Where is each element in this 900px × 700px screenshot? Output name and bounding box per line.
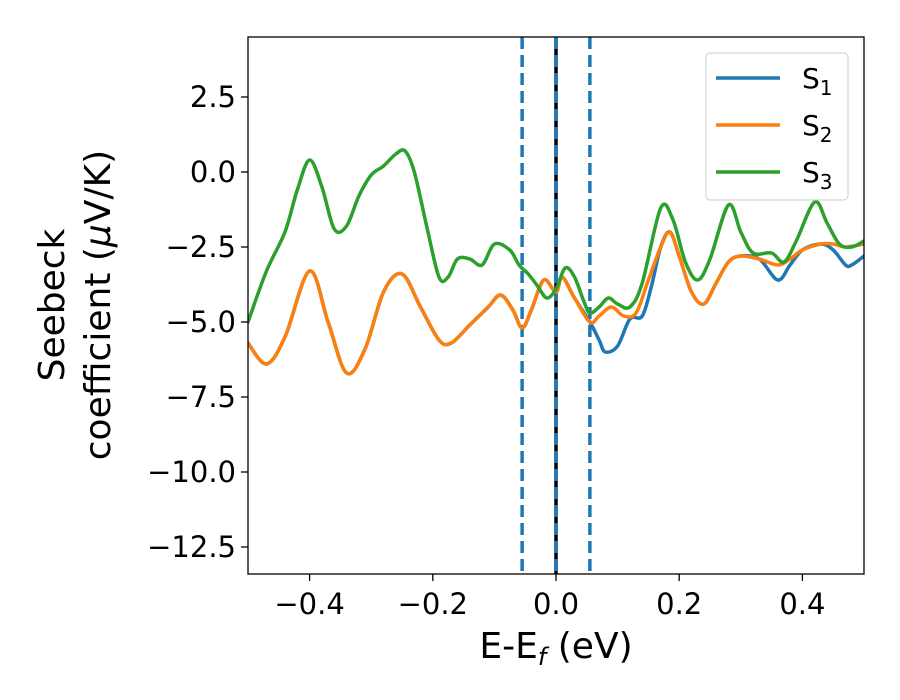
y-axis-title-line2: coefficient (μV/K) [78,150,119,460]
legend-label-s2: S2 [802,109,833,147]
y-tick-label: −2.5 [166,230,236,264]
y-tick-label: 0.0 [190,155,236,189]
y-tick-label: −5.0 [166,305,236,339]
x-tick-label: −0.4 [274,587,344,621]
x-axis-title: E-Ef (eV) [479,626,632,671]
legend: S1 S2 S3 [705,52,849,201]
x-tick-label: −0.2 [398,587,468,621]
y-axis-title-mu: μ [78,224,119,248]
x-axis-title-tail: (eV) [546,626,632,667]
y-tick-label: −7.5 [166,380,236,414]
y-tick-label: 2.5 [190,80,236,114]
legend-label-s3: S3 [802,156,833,194]
x-tick-label: 0.0 [533,587,579,621]
y-axis-title: Seebeck coefficient (μV/K) [32,150,119,460]
x-tick-label: 0.2 [656,587,702,621]
x-tick-label: 0.4 [779,587,825,621]
x-axis-title-main: E-E [479,626,537,667]
y-axis: 2.5 0.0 −2.5 −5.0 −7.5 −10.0 −12.5 [147,80,248,564]
y-axis-title-line2-pre: coefficient ( [78,247,119,460]
series-layer [248,148,864,376]
y-tick-label: −10.0 [147,455,236,489]
reference-lines [520,37,592,574]
legend-label-s1: S1 [802,62,833,100]
series-line-s2 [248,230,864,376]
y-axis-title-line2-post: V/K) [78,150,119,224]
x-axis: −0.4 −0.2 0.0 0.2 0.4 [274,574,825,621]
series-line-s3 [248,148,864,324]
y-tick-label: −12.5 [147,530,236,564]
y-axis-title-line1: Seebeck [32,228,73,381]
